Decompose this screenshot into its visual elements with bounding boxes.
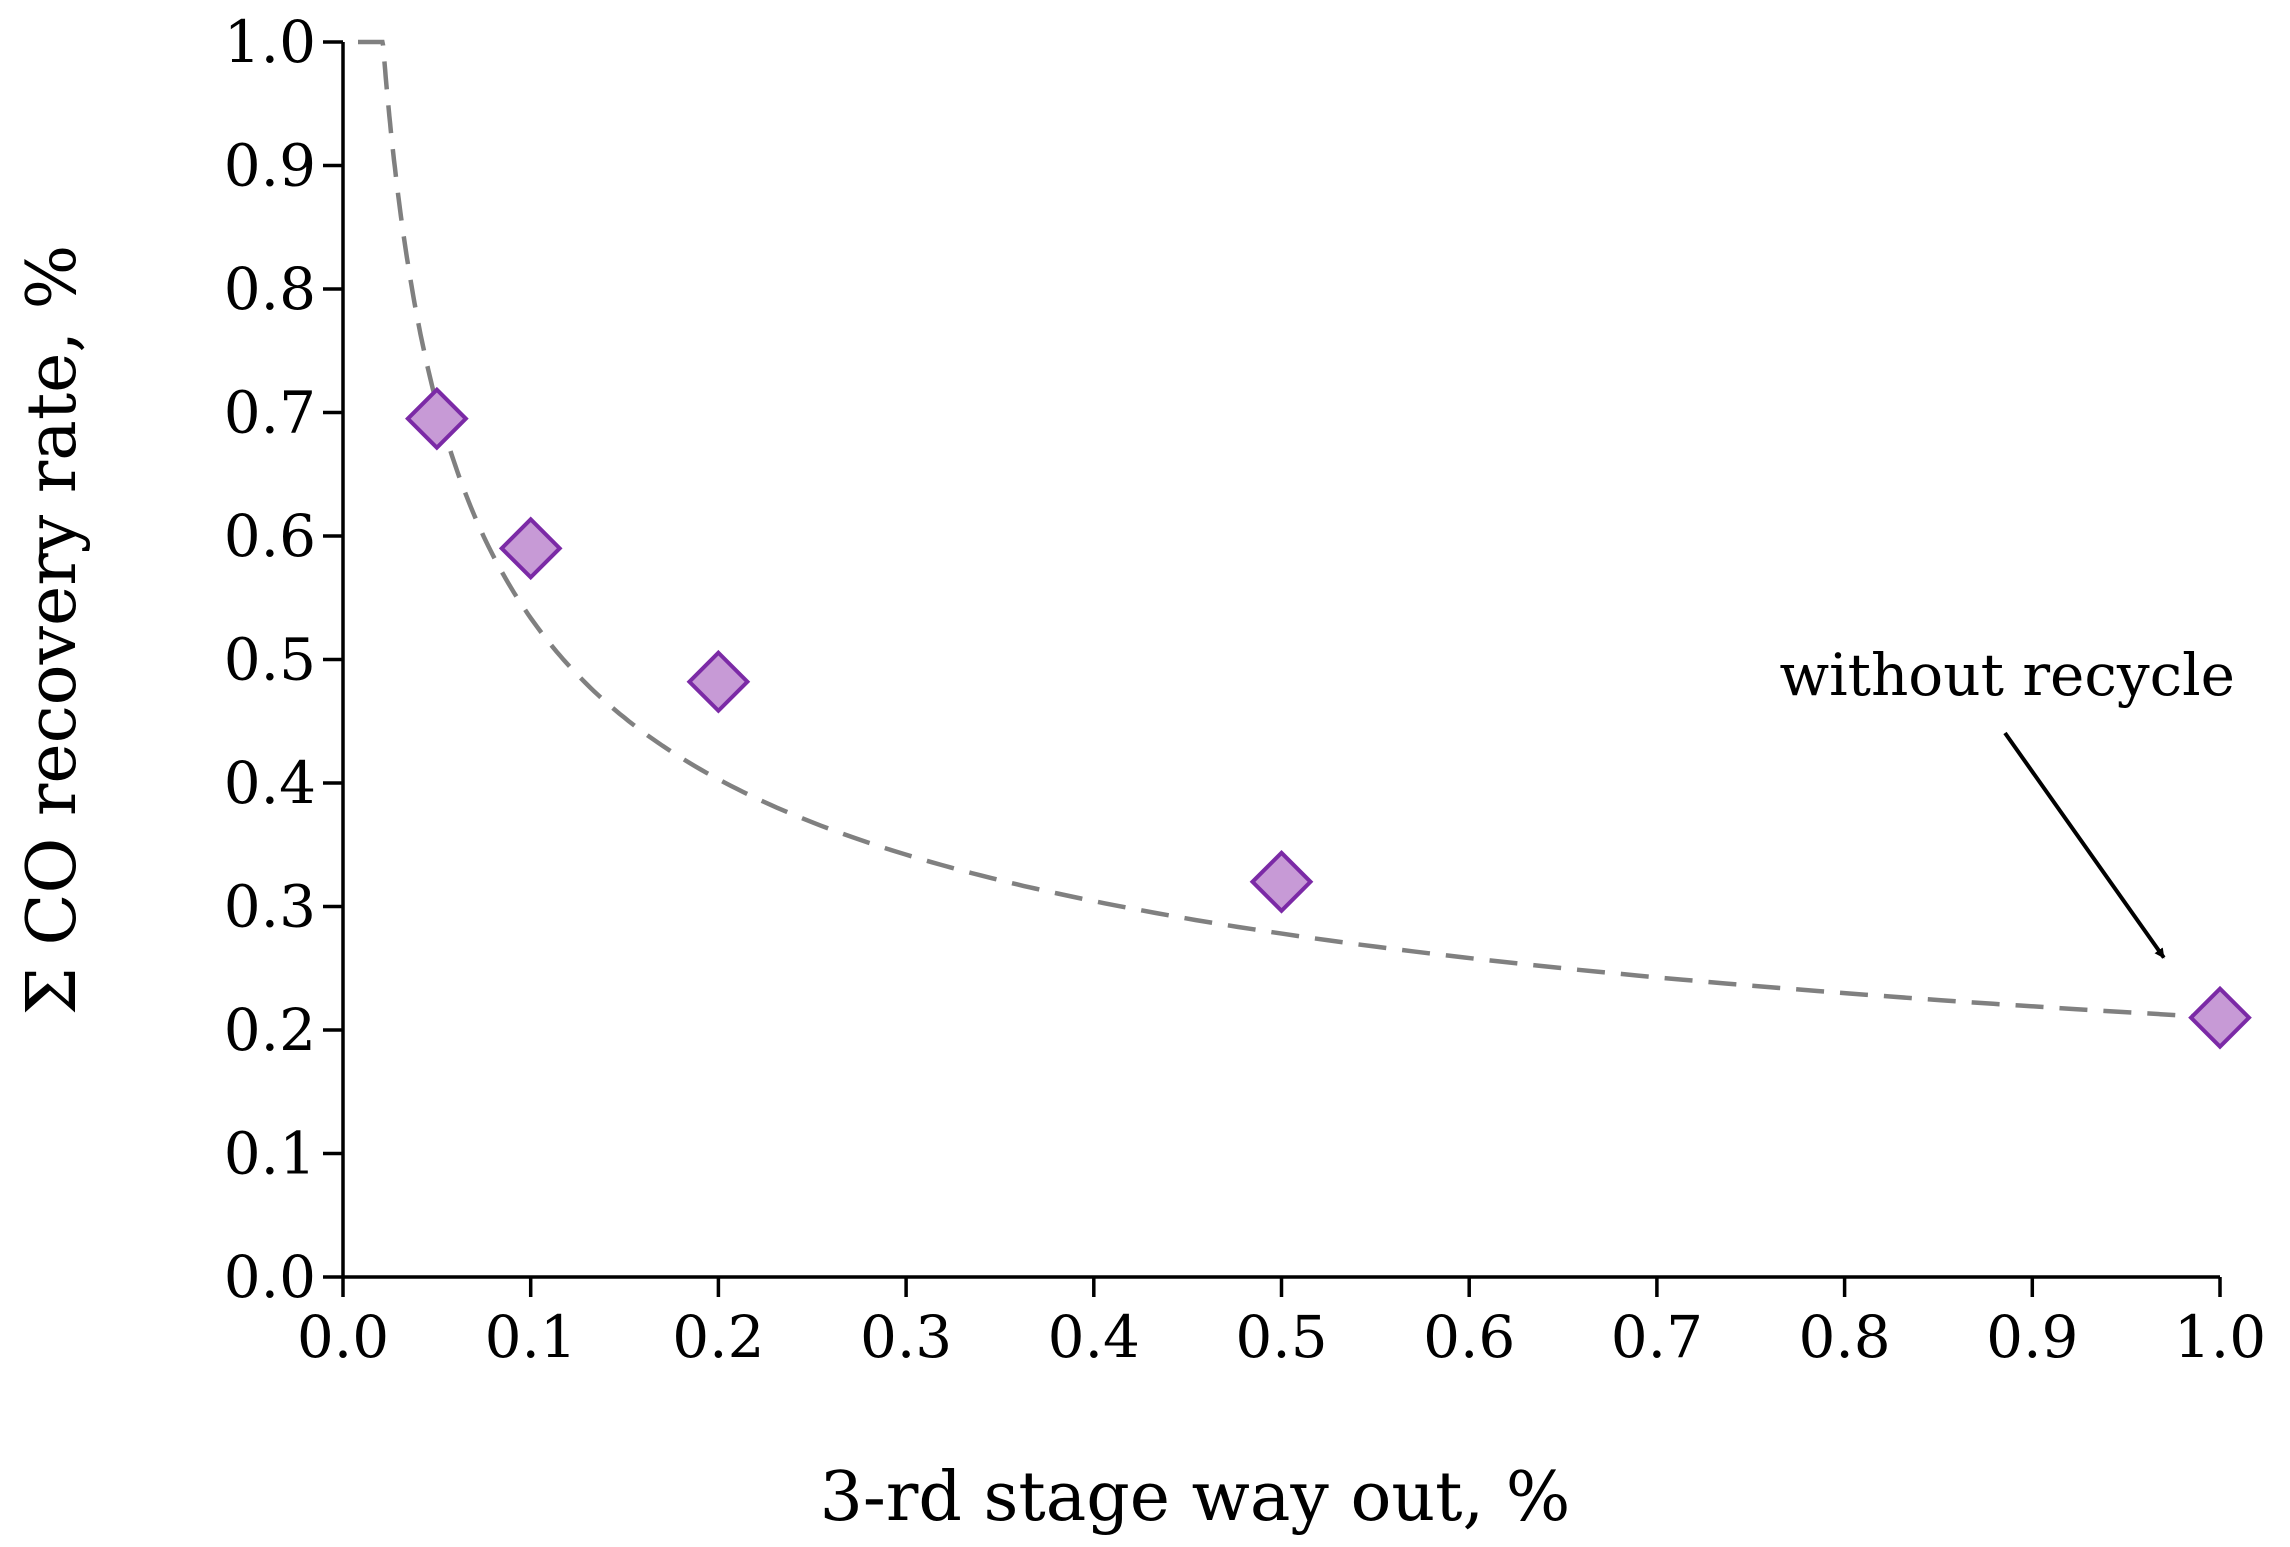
- x-tick-label: 0.5: [1235, 1303, 1327, 1371]
- y-tick-label: 0.1: [224, 1120, 316, 1188]
- trendline: [358, 39, 2221, 1020]
- y-axis-ticks: 0.0 0.1 0.2 0.3 0.4 0.5 0.6 0.7 0.8 0.9 1.0: [224, 8, 343, 1311]
- data-point: [2188, 985, 2252, 1050]
- y-tick-label: 0.9: [224, 132, 316, 200]
- y-tick-label: 0.6: [224, 502, 316, 570]
- x-tick-label: 0.0: [297, 1303, 389, 1371]
- y-tick-label: 0.8: [224, 255, 316, 323]
- y-axis-title: Σ CO recovery rate, %: [13, 245, 92, 1016]
- data-point: [686, 649, 751, 714]
- data-point: [405, 386, 469, 451]
- x-tick-label: 0.7: [1611, 1303, 1703, 1371]
- x-tick-label: 0.9: [1986, 1303, 2078, 1371]
- x-axis-title: 3-rd stage way out, %: [820, 1458, 1571, 1537]
- x-tick-label: 1.0: [2174, 1303, 2266, 1371]
- data-point: [498, 516, 563, 581]
- y-tick-label: 0.4: [224, 749, 316, 817]
- y-tick-label: 0.5: [224, 626, 316, 694]
- y-tick-label: 0.0: [224, 1243, 316, 1311]
- data-point: [1249, 849, 1314, 914]
- annotation-arrow: [2003, 731, 2166, 959]
- data-points: [405, 386, 2252, 1050]
- annotation-without-recycle: without recycle: [1779, 641, 2235, 709]
- x-tick-label: 0.3: [860, 1303, 952, 1371]
- x-tick-label: 0.8: [1798, 1303, 1890, 1371]
- x-tick-label: 0.2: [672, 1303, 764, 1371]
- y-tick-label: 0.2: [224, 996, 316, 1064]
- y-tick-label: 0.7: [224, 379, 316, 447]
- y-tick-label: 1.0: [224, 8, 316, 76]
- y-tick-label: 0.3: [224, 873, 316, 941]
- x-axis-ticks: 0.0 0.1 0.2 0.3 0.4 0.5 0.6 0.7 0.8 0.9 1.0: [297, 1277, 2266, 1371]
- x-tick-label: 0.1: [485, 1303, 577, 1371]
- x-tick-label: 0.6: [1423, 1303, 1515, 1371]
- x-tick-label: 0.4: [1048, 1303, 1140, 1371]
